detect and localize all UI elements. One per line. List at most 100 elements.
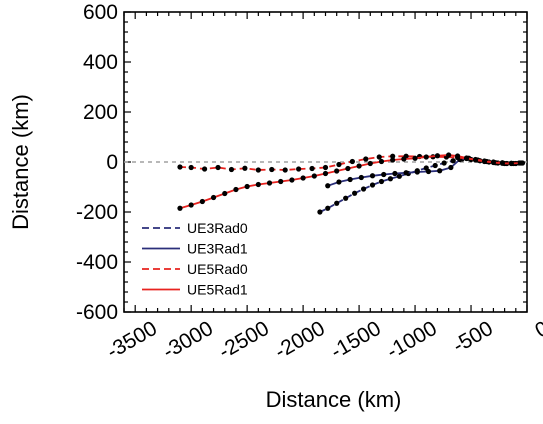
y-tick-label: -400 <box>76 251 118 274</box>
data-point <box>345 165 351 172</box>
data-point <box>309 165 315 172</box>
data-point <box>472 157 479 163</box>
data-point <box>325 205 331 211</box>
data-point <box>322 170 329 177</box>
data-point <box>188 164 194 171</box>
data-point <box>378 158 385 165</box>
x-tick-label: 0 <box>531 317 543 343</box>
data-point <box>349 158 355 165</box>
data-point <box>363 156 369 162</box>
data-point <box>228 166 235 173</box>
data-point <box>423 154 429 160</box>
x-axis-label: Distance (km) <box>266 387 402 412</box>
data-point <box>390 153 396 159</box>
data-point <box>269 166 275 173</box>
y-axis-label: Distance (km) <box>8 94 33 230</box>
data-point <box>266 180 273 186</box>
data-point <box>387 176 394 182</box>
data-point <box>233 186 239 193</box>
data-point <box>343 195 349 201</box>
data-point <box>202 166 208 172</box>
data-point <box>490 159 497 166</box>
data-point <box>282 167 288 173</box>
data-point <box>296 166 302 172</box>
y-tick-label: 200 <box>83 101 118 124</box>
data-point <box>448 164 454 171</box>
axes: -600-400-2000200400600-3500-3000-2500-20… <box>76 1 543 364</box>
legend-label: UE3Rad1 <box>187 241 248 257</box>
data-point <box>177 205 183 211</box>
data-point <box>311 173 317 179</box>
y-tick-label: 400 <box>83 51 118 74</box>
data-point <box>242 165 248 171</box>
x-tick-label: -1000 <box>383 317 441 364</box>
data-point <box>325 183 331 189</box>
data-point <box>390 157 396 163</box>
data-point <box>188 202 194 208</box>
data-point <box>336 179 342 185</box>
data-point <box>376 154 382 160</box>
y-tick-label: 0 <box>106 151 118 174</box>
data-point <box>336 161 342 168</box>
data-point <box>463 155 470 161</box>
data-point <box>425 168 432 175</box>
data-point <box>412 155 418 161</box>
y-tick-label: -600 <box>76 301 118 324</box>
data-point <box>358 174 364 181</box>
data-point <box>378 178 385 185</box>
data-point <box>255 167 261 173</box>
data-point <box>278 178 284 185</box>
data-point <box>352 190 358 196</box>
data-point <box>446 152 452 158</box>
data-point <box>441 160 447 166</box>
x-tick-label: -1500 <box>327 317 385 364</box>
data-point <box>210 194 217 201</box>
y-tick-label: -200 <box>76 201 118 224</box>
y-tick-label: 600 <box>83 1 118 24</box>
data-point <box>369 182 376 188</box>
series-line-UE3Rad0 <box>319 158 523 213</box>
x-tick-label: -3000 <box>159 317 217 364</box>
data-point <box>347 176 353 183</box>
legend-label: UE3Rad0 <box>187 220 248 236</box>
data-point <box>508 160 514 167</box>
x-tick-label: -500 <box>449 317 497 358</box>
series-UE5Rad1 <box>177 152 523 211</box>
data-point <box>450 158 456 164</box>
data-point <box>177 164 183 170</box>
data-point <box>396 173 402 179</box>
data-point <box>244 183 250 190</box>
series-layer <box>177 152 526 215</box>
data-point <box>199 198 205 205</box>
series-UE3Rad0 <box>317 156 526 215</box>
legend: UE3Rad0 UE3Rad1 UE5Rad0 UE5Rad1 <box>142 220 248 298</box>
data-point <box>432 162 438 169</box>
data-point <box>289 177 295 183</box>
data-point <box>255 181 261 188</box>
data-point <box>367 160 373 167</box>
legend-label: UE5Rad1 <box>187 282 248 298</box>
data-point <box>222 190 228 197</box>
data-point <box>401 156 407 162</box>
data-point <box>381 171 387 178</box>
data-point <box>317 209 323 215</box>
data-point <box>403 170 409 176</box>
data-point <box>360 186 367 192</box>
data-point <box>300 175 306 181</box>
data-point <box>437 168 443 174</box>
data-point <box>392 170 398 177</box>
data-point <box>334 168 340 174</box>
data-point <box>369 173 376 179</box>
data-point <box>499 160 505 166</box>
data-point <box>414 169 420 175</box>
data-point <box>481 158 488 165</box>
data-point <box>434 153 441 159</box>
x-tick-label: -2000 <box>271 317 329 364</box>
data-point <box>322 164 329 171</box>
data-point <box>356 163 362 169</box>
x-tick-label: -2500 <box>215 317 273 364</box>
data-point <box>334 200 340 206</box>
data-point <box>454 153 461 159</box>
data-point <box>517 160 523 166</box>
